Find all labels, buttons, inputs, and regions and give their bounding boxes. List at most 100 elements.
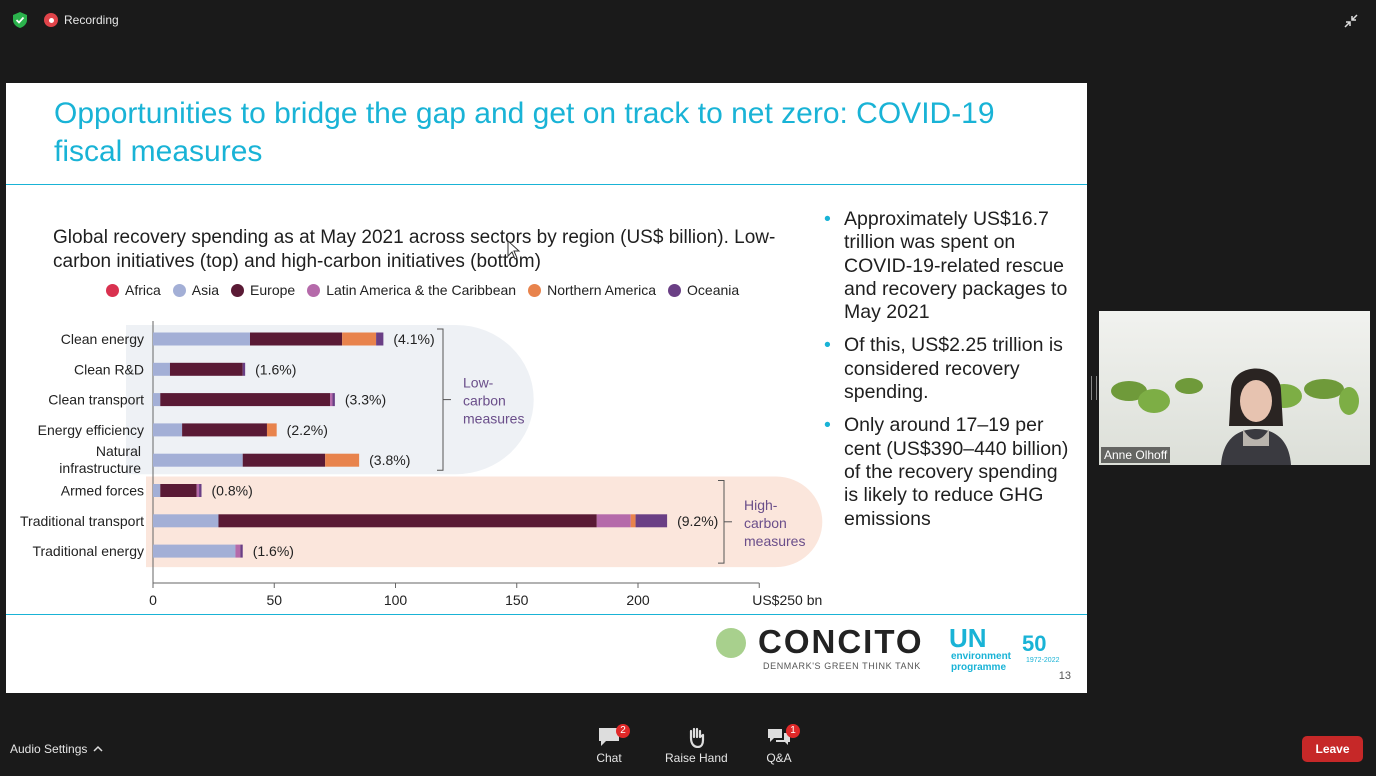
unep-subtitle: environment programme xyxy=(951,651,1012,673)
recording-icon xyxy=(44,13,58,27)
panel-resize-handle[interactable] xyxy=(1091,376,1097,400)
bar-segment xyxy=(635,514,668,528)
qa-badge: 1 xyxy=(786,724,800,738)
percent-label: (4.1%) xyxy=(393,331,434,347)
slide-title: Opportunities to bridge the gap and get … xyxy=(54,97,995,168)
bar-segment xyxy=(160,393,331,407)
meeting-controls: Audio Settings 2 Chat Raise Hand 1 Q&A L… xyxy=(0,718,1376,776)
high-carbon-group-label: carbon xyxy=(744,515,787,531)
legend-swatch xyxy=(106,283,119,297)
unep-50-logo: 50 xyxy=(1022,631,1047,656)
audio-settings-button[interactable]: Audio Settings xyxy=(10,742,103,756)
legend-swatch xyxy=(231,283,245,297)
chat-button[interactable]: 2 Chat xyxy=(596,724,630,765)
concito-tagline: DENMARK'S GREEN THINK TANK xyxy=(763,661,921,671)
audio-settings-label: Audio Settings xyxy=(10,742,88,756)
x-tick-label: 200 xyxy=(626,592,650,608)
legend-item: Europe xyxy=(231,282,295,298)
bar-segment xyxy=(325,453,360,467)
qa-label: Q&A xyxy=(766,751,792,765)
legend-swatch xyxy=(307,283,321,297)
bar-segment xyxy=(342,332,377,346)
bar-segment xyxy=(153,332,250,346)
percent-label: (2.2%) xyxy=(287,422,328,438)
category-label: Energy efficiency xyxy=(38,422,144,438)
legend-swatch xyxy=(668,283,682,297)
percent-label: (0.8%) xyxy=(212,483,253,499)
x-tick-label: 100 xyxy=(384,592,408,608)
bar-segment xyxy=(242,362,246,376)
chat-label: Chat xyxy=(596,751,622,765)
legend-label: Asia xyxy=(191,282,220,298)
bar-segment xyxy=(242,453,326,467)
concito-logo-mark xyxy=(716,628,746,658)
category-label: Traditional transport xyxy=(20,513,144,529)
high-carbon-group-label: measures xyxy=(744,533,805,549)
legend-item: Oceania xyxy=(668,282,739,298)
legend-item: Latin America & the Caribbean xyxy=(307,282,516,298)
x-tick-label: 0 xyxy=(149,592,157,608)
unep-logo: UN xyxy=(949,623,987,653)
high-carbon-group-label: High- xyxy=(744,497,778,513)
mouse-cursor-icon xyxy=(507,240,521,260)
participant-avatar xyxy=(1221,368,1291,465)
recording-indicator[interactable]: Recording xyxy=(44,12,119,28)
footer-divider xyxy=(6,614,1087,615)
bar-segment xyxy=(153,453,243,467)
chat-badge: 2 xyxy=(616,724,630,738)
bar-segment xyxy=(182,423,267,437)
legend-item: Asia xyxy=(172,282,220,298)
category-label: Natural xyxy=(96,443,141,459)
low-carbon-group-label: measures xyxy=(463,411,524,427)
concito-logo: CONCITO xyxy=(758,623,924,660)
chart-title: Global recovery spending as at May 2021 … xyxy=(53,227,776,272)
legend-label: Oceania xyxy=(687,282,740,298)
percent-label: (9.2%) xyxy=(677,513,718,529)
legend-swatch xyxy=(172,283,186,297)
legend-label: Europe xyxy=(250,282,296,298)
qa-button[interactable]: 1 Q&A xyxy=(766,724,800,765)
percent-label: (3.8%) xyxy=(369,452,410,468)
bar-segment xyxy=(153,393,161,407)
bar-segment xyxy=(153,362,170,376)
unep-years: 1972-2022 xyxy=(1026,657,1060,664)
exit-fullscreen-icon[interactable] xyxy=(1342,12,1360,30)
percent-label: (3.3%) xyxy=(345,392,386,408)
category-label: infrastructure xyxy=(59,460,141,476)
participant-name: Anne Olhoff xyxy=(1101,447,1171,463)
bar-segment xyxy=(330,393,333,407)
recovery-spending-chart: Clean energy (4.1%) Clean R&D (1.6%) Clean t… xyxy=(20,321,823,608)
participant-video[interactable]: Anne Olhoff xyxy=(1099,311,1370,465)
bar-segment xyxy=(199,484,202,497)
chevron-up-icon xyxy=(93,745,103,752)
legend-item: Africa xyxy=(106,282,161,298)
bar-segment xyxy=(169,362,243,376)
percent-label: (1.6%) xyxy=(253,543,294,559)
raise-hand-button[interactable]: Raise Hand xyxy=(665,726,728,765)
low-carbon-group-label: Low- xyxy=(463,375,494,391)
qa-icon xyxy=(768,729,790,745)
bar-segment xyxy=(153,514,219,528)
key-points-list: Approximately US$16.7 trillion was spent… xyxy=(824,208,1069,541)
legend-label: Northern America xyxy=(547,282,657,298)
shared-slide: Opportunities to bridge the gap and get … xyxy=(6,83,1087,693)
chart-legend: Africa Asia Europe Latin America & the Cari… xyxy=(106,282,751,298)
bar-segment xyxy=(630,514,636,528)
chat-icon xyxy=(599,728,619,746)
bar-segment xyxy=(332,393,335,407)
bar-segment xyxy=(196,484,200,497)
key-point-1: Approximately US$16.7 trillion was spent… xyxy=(824,208,1069,324)
page-number: 13 xyxy=(1058,670,1071,682)
bar-segment xyxy=(153,544,236,558)
category-label: Clean transport xyxy=(48,392,144,408)
key-point-2: Of this, US$2.25 trillion is considered … xyxy=(824,334,1069,404)
category-label: Traditional energy xyxy=(32,543,144,559)
shield-check-icon[interactable] xyxy=(12,12,28,28)
leave-button[interactable]: Leave xyxy=(1302,736,1363,762)
raise-hand-label: Raise Hand xyxy=(665,751,728,765)
category-label: Armed forces xyxy=(61,483,144,499)
x-tick-label: 150 xyxy=(505,592,529,608)
percent-label: (1.6%) xyxy=(255,361,296,377)
legend-item: Northern America xyxy=(528,282,656,298)
legend-label: Africa xyxy=(125,282,161,298)
